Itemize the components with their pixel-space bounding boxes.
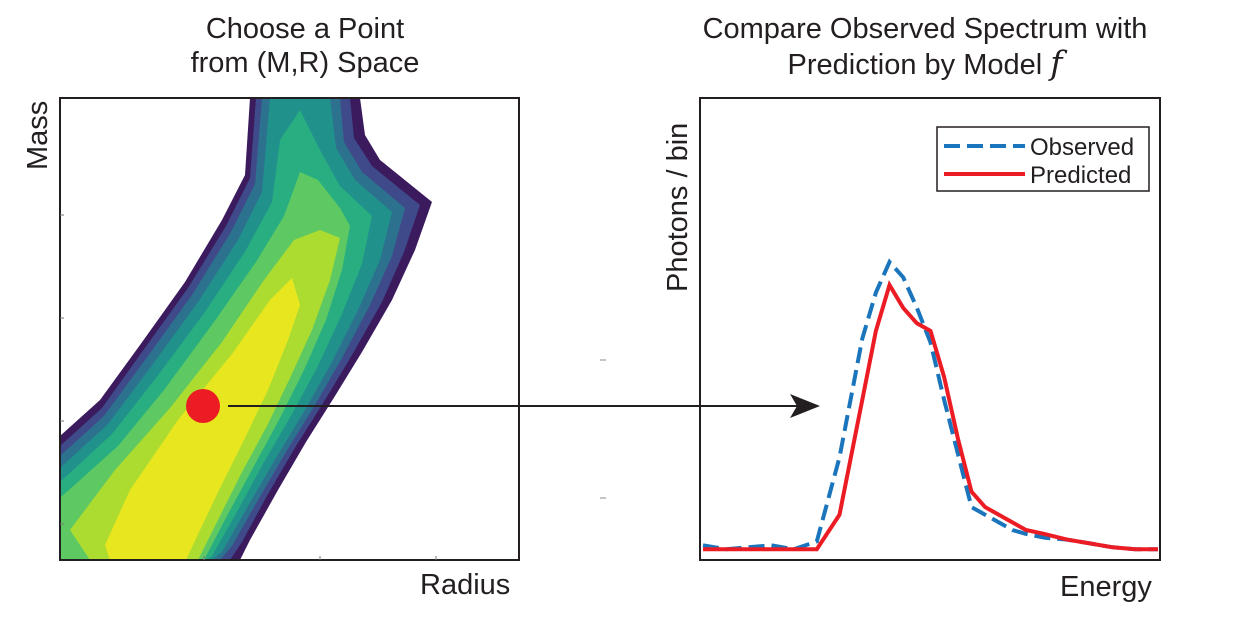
- left-title-line2: from (M,R) Space: [190, 47, 420, 79]
- right-plot-frame: [699, 97, 1161, 561]
- right-x-label: Energy: [1060, 571, 1152, 603]
- legend-label-observed: Observed: [1030, 134, 1134, 161]
- left-axis-ticks: [60, 214, 437, 560]
- left-plot-frame: [59, 97, 520, 561]
- right-title-line2-text: Prediction by Model: [787, 49, 1043, 81]
- left-panel-title: Choose a Point from (M,R) Space: [100, 12, 510, 80]
- legend-box: [936, 126, 1150, 192]
- right-title-line2: Prediction by Model f: [650, 46, 1200, 82]
- chart-legend: Observed Predicted: [936, 126, 1150, 192]
- mr-contour-map: [60, 98, 432, 560]
- connection-arrow: [228, 394, 820, 418]
- left-x-label: Radius: [420, 569, 511, 601]
- right-panel-title: Compare Observed Spectrum with Predictio…: [650, 12, 1200, 82]
- legend-label-predicted: Predicted: [1030, 162, 1131, 189]
- right-axis-ticks: [600, 359, 606, 499]
- left-title-line1: Choose a Point: [205, 13, 405, 45]
- right-title-line1: Compare Observed Spectrum with: [702, 13, 1148, 45]
- selected-point-marker[interactable]: [186, 389, 220, 423]
- series-line-predicted: [703, 280, 1158, 552]
- model-symbol: f: [1050, 43, 1063, 82]
